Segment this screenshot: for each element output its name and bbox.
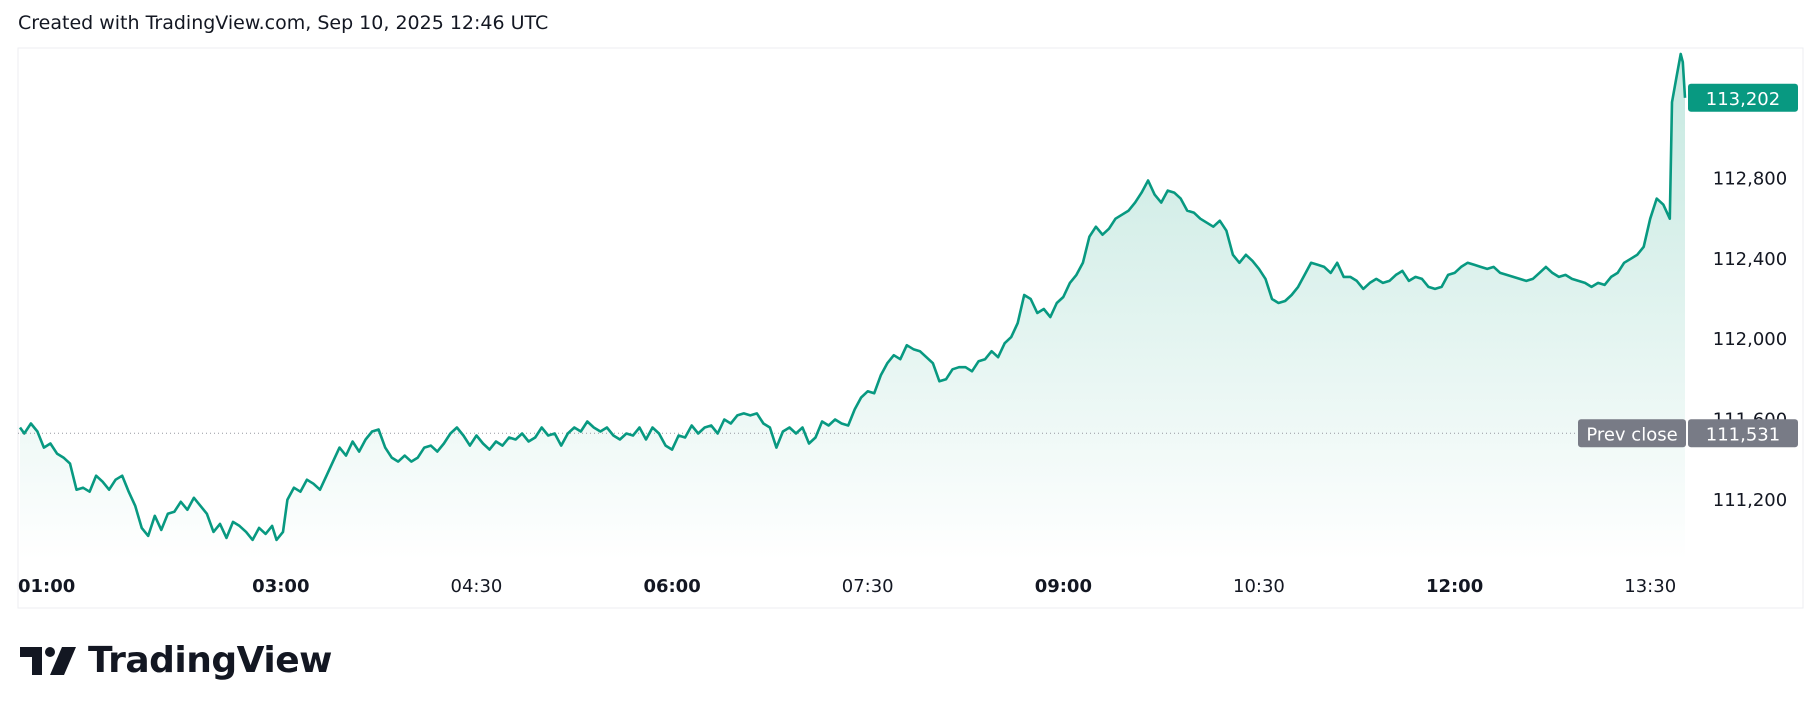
- tradingview-logo[interactable]: TradingView: [20, 640, 332, 681]
- y-tick-label: 112,000: [1713, 329, 1787, 350]
- y-tick-label: 111,200: [1713, 490, 1787, 511]
- tradingview-logo-text: TradingView: [88, 640, 332, 681]
- prev-close-value-badge: [1688, 419, 1798, 448]
- last-price-value: 113,202: [1706, 89, 1780, 110]
- x-tick-label: 04:30: [451, 576, 503, 597]
- price-area: [20, 54, 1685, 560]
- prev-close-value: 111,531: [1706, 424, 1780, 445]
- x-tick-label: 03:00: [252, 576, 309, 597]
- plot-frame: [17, 47, 1804, 609]
- time-axis[interactable]: 01:00 03:00 04:30 06:00 07:30 09:00 10:30 12:00…: [18, 576, 1676, 597]
- chart-attribution: Created with TradingView.com, Sep 10, 20…: [18, 12, 549, 34]
- prev-close-label: Prev close: [1586, 424, 1677, 445]
- price-badges: Prev close 111,531 113,202: [1578, 83, 1798, 448]
- x-tick-label: 13:30: [1624, 576, 1676, 597]
- y-tick-label: 112,400: [1713, 249, 1787, 270]
- x-tick-label: 07:30: [842, 576, 894, 597]
- prev-close-label-badge: [1578, 419, 1686, 448]
- x-tick-label: 01:00: [18, 576, 75, 597]
- price-line-layer: [18, 52, 1687, 542]
- y-tick-label: 112,800: [1713, 169, 1787, 190]
- price-area-fill: [20, 54, 1685, 560]
- x-tick-label: 09:00: [1035, 576, 1092, 597]
- last-price-badge: [1688, 83, 1798, 112]
- x-tick-label: 06:00: [643, 576, 700, 597]
- tradingview-logo-icon: [20, 646, 76, 675]
- x-tick-label: 10:30: [1233, 576, 1285, 597]
- x-tick-label: 12:00: [1426, 576, 1483, 597]
- price-line: [18, 52, 1687, 542]
